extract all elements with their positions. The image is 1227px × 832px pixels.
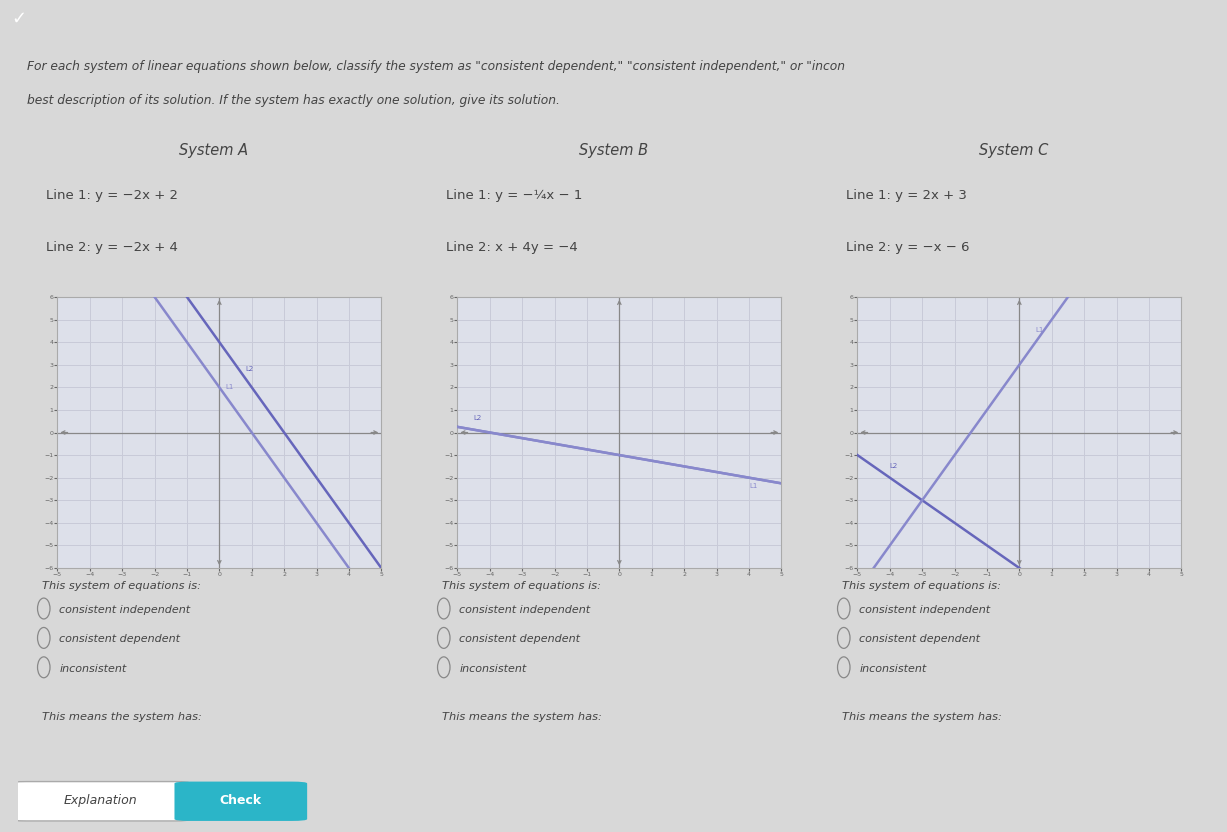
Text: Check: Check <box>220 795 261 807</box>
Text: Explanation: Explanation <box>64 795 137 807</box>
Text: Line 1: y = −¼x − 1: Line 1: y = −¼x − 1 <box>445 189 582 202</box>
Text: System B: System B <box>579 143 648 159</box>
Text: inconsistent: inconsistent <box>459 664 526 674</box>
Text: L2: L2 <box>890 463 898 468</box>
Text: consistent dependent: consistent dependent <box>459 634 580 644</box>
Text: Line 1: y = 2x + 3: Line 1: y = 2x + 3 <box>845 189 967 202</box>
Text: This means the system has:: This means the system has: <box>42 711 201 721</box>
Text: L2: L2 <box>245 365 254 372</box>
Text: consistent dependent: consistent dependent <box>59 634 180 644</box>
Text: best description of its solution. If the system has exactly one solution, give i: best description of its solution. If the… <box>27 94 560 107</box>
Text: This means the system has:: This means the system has: <box>842 711 1001 721</box>
Text: inconsistent: inconsistent <box>59 664 126 674</box>
Text: Line 2: y = −x − 6: Line 2: y = −x − 6 <box>845 241 969 255</box>
Text: System C: System C <box>979 143 1048 159</box>
FancyBboxPatch shape <box>11 781 190 821</box>
Text: L1: L1 <box>748 483 757 489</box>
Text: L1: L1 <box>226 384 234 389</box>
Text: inconsistent: inconsistent <box>859 664 926 674</box>
Text: System A: System A <box>179 143 248 159</box>
FancyBboxPatch shape <box>174 781 307 821</box>
Text: For each system of linear equations shown below, classify the system as "consist: For each system of linear equations show… <box>27 60 845 72</box>
Text: This means the system has:: This means the system has: <box>442 711 601 721</box>
Text: consistent independent: consistent independent <box>59 605 190 615</box>
Text: ✓: ✓ <box>11 10 26 27</box>
Text: This system of equations is:: This system of equations is: <box>442 581 601 591</box>
Text: Line 2: y = −2x + 4: Line 2: y = −2x + 4 <box>45 241 178 255</box>
Text: consistent independent: consistent independent <box>459 605 590 615</box>
Text: Line 2: x + 4y = −4: Line 2: x + 4y = −4 <box>445 241 578 255</box>
Text: consistent independent: consistent independent <box>859 605 990 615</box>
Text: This system of equations is:: This system of equations is: <box>842 581 1001 591</box>
Text: This system of equations is:: This system of equations is: <box>42 581 201 591</box>
Text: consistent dependent: consistent dependent <box>859 634 980 644</box>
Text: L1: L1 <box>1036 327 1044 333</box>
Text: Line 1: y = −2x + 2: Line 1: y = −2x + 2 <box>45 189 178 202</box>
Text: L2: L2 <box>474 414 482 421</box>
